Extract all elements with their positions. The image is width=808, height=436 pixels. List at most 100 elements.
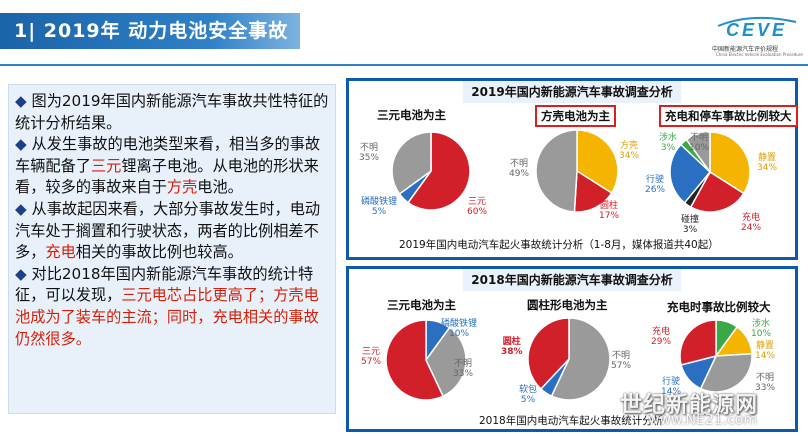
pie-slice <box>689 170 745 213</box>
pie-value: 17% <box>599 211 620 221</box>
chart-title-2: 方壳电池为主 <box>535 105 616 127</box>
pie-value: 14% <box>755 351 776 361</box>
logo-subtitle-en: China Electric Vehicle Evaluation Proced… <box>716 52 803 57</box>
pie-label: 圆柱 38% <box>501 337 523 357</box>
pie-slice <box>573 169 613 213</box>
pie-value: 3% <box>682 225 698 235</box>
summary-panel: ◆ 图为2019年国内新能源汽车事故共性特征的统计分析结果。 ◆ 从发生事故的电池… <box>8 84 336 414</box>
highlight-text: 充电 <box>45 243 76 262</box>
bullet-text: 电池。 <box>197 178 243 197</box>
bullet-marker-icon: ◆ <box>15 135 32 154</box>
pie-slice <box>669 143 712 204</box>
pie-value: 34% <box>619 151 640 161</box>
pie-label: 不明 33% <box>755 373 776 393</box>
ceve-logo: CEVE 中国新能源汽车评价规程 China Electric Vehicle … <box>712 14 803 60</box>
pie-value: 33% <box>453 369 474 379</box>
pie-label: 行驶 26% <box>645 175 666 195</box>
pie-value: 5% <box>371 207 387 217</box>
bullet-item: ◆ 图为2019年国内新能源汽车事故共性特征的统计分析结果。 <box>15 91 333 134</box>
chart-title-5: 圆柱形电池为主 <box>527 298 608 312</box>
pie-label: 涉水 10% <box>751 319 772 339</box>
bullet-list: ◆ 图为2019年国内新能源汽车事故共性特征的统计分析结果。 ◆ 从发生事故的电池… <box>15 91 333 350</box>
pie-slice <box>550 317 611 401</box>
pie-label: 不明 57% <box>611 351 632 371</box>
watermark-text: 世纪新能源网 <box>620 393 759 418</box>
chart-title-4: 三元电池为主 <box>387 298 456 312</box>
highlight-text: 三元 <box>90 156 122 175</box>
highlight-text: 方壳 <box>166 178 198 197</box>
pie-label: 不明 35% <box>359 143 380 163</box>
pie-label: 磷酸铁锂 10% <box>441 319 478 339</box>
pie-value: 3% <box>660 143 676 153</box>
panel-2019-caption: 2019年国内电动汽车起火事故统计分析（1-8月，媒体报道共40起） <box>399 239 719 251</box>
pie-slice <box>425 326 467 398</box>
pie-value: 35% <box>359 153 380 163</box>
bullet-text: 锂离子电池。从电池的形状来看，较多的事故来自于 <box>15 156 319 197</box>
bullet-marker-icon: ◆ <box>15 199 32 218</box>
pie-value: 34% <box>757 163 778 173</box>
pie-slice <box>685 131 711 175</box>
pie-label: 不明 49% <box>509 159 530 179</box>
panel-2018-caption: 2018年国内电动汽车起火事故统计分析 <box>479 415 664 427</box>
pie-label: 充电 24% <box>741 213 762 233</box>
chart-title-1: 三元电池为主 <box>377 108 446 122</box>
pie-value: 24% <box>741 223 762 233</box>
pie-slice <box>535 129 578 213</box>
pie-slice <box>527 317 570 390</box>
pie-value: 33% <box>755 383 776 393</box>
pie-label: 磷酸铁锂 5% <box>361 197 398 217</box>
pie-label: 三元 60% <box>467 197 488 217</box>
pie-value: 29% <box>651 337 672 347</box>
panel-2019-title: 2019年国内新能源汽车事故调查分析 <box>463 81 681 103</box>
highlight-text: 三元电芯占比更高了；方壳电池成为了装车的主流；同时，充电相关的事故仍然很多。 <box>15 286 319 348</box>
pie-slice <box>699 352 753 393</box>
pie-label: 静置 34% <box>757 153 778 173</box>
pie-value: 10% <box>689 143 710 153</box>
pie-label: 充电 29% <box>651 327 672 347</box>
pie-chart-2019-cause <box>669 131 751 213</box>
pie-value: 5% <box>520 395 536 405</box>
pie-slice <box>391 131 432 195</box>
panel-2018-title: 2018年国内新能源汽车事故调查分析 <box>463 269 681 291</box>
pie-label: 软包 5% <box>519 385 538 405</box>
bullet-marker-icon: ◆ <box>15 264 32 283</box>
pie-slice <box>407 131 471 211</box>
watermark-url: www.NE21.com <box>648 412 757 428</box>
chart-title-6: 充电时事故比例较大 <box>667 300 771 314</box>
pie-value: 10% <box>449 329 470 339</box>
pie-chart-2019-shape <box>535 129 619 213</box>
pie-slice <box>385 319 445 401</box>
slide-header: 1| 2019年 动力电池安全事故 CEVE 中国新能源汽车评价规程 China… <box>0 0 808 62</box>
bullet-item: ◆ 从事故起因来看，大部分事故发生时，电动汽车处于搁置和行驶状态，两者的比例相差… <box>15 199 333 264</box>
pie-value: 38% <box>501 347 523 357</box>
slide-title: 1| 2019年 动力电池安全事故 <box>14 20 289 42</box>
bullet-text: 从事故起因来看，大部分事故发生时，电动汽车处于搁置和行驶状态，两者的比例相差不多… <box>15 199 321 262</box>
pie-label: 碰撞 3% <box>681 215 700 235</box>
pie-chart-2018-shape <box>527 317 611 401</box>
pie-value: 57% <box>611 361 632 371</box>
pie-label: 三元 57% <box>361 347 382 367</box>
pie-chart-2019-chemistry <box>391 131 471 211</box>
logo-text: CEVE <box>726 20 788 40</box>
pie-value: 10% <box>751 329 772 339</box>
pie-label: 不明 33% <box>453 359 474 379</box>
logo-swoosh-icon <box>717 16 797 27</box>
pie-value: 26% <box>645 185 666 195</box>
pie-label: 圆柱 17% <box>599 201 620 221</box>
panel-2019: 2019年国内新能源汽车事故调查分析 三元电池为主 方壳电池为主 充电和停车事故… <box>346 78 798 260</box>
pie-value: 14% <box>661 387 682 397</box>
bullet-text: 相关的事故比例也较高。 <box>75 243 243 262</box>
pie-label: 不明 10% <box>689 133 710 153</box>
bullet-text: 对比2018年国内新能源汽车事故的统计特征，可以发现， <box>15 264 314 305</box>
panel-2018: 2018年国内新能源汽车事故调查分析 三元电池为主 圆柱形电池为主 充电时事故比… <box>346 266 798 432</box>
pie-chart-2018-cause <box>679 319 753 393</box>
pie-chart-2018-chemistry <box>385 319 467 401</box>
pie-label: 方壳 34% <box>619 141 640 161</box>
chart-title-3: 充电和停车事故比例较大 <box>659 105 798 127</box>
pie-label: 静置 14% <box>755 341 776 361</box>
title-banner <box>0 13 300 49</box>
pie-value: 49% <box>509 169 530 179</box>
bullet-text: 图为2019年国内新能源汽车事故共性特征的统计分析结果。 <box>15 92 329 132</box>
bullet-item: ◆ 对比2018年国内新能源汽车事故的统计特征，可以发现，三元电芯占比更高了；方… <box>15 264 333 350</box>
bullet-item: ◆ 从发生事故的电池类型来看，相当多的事故车辆配备了三元锂离子电池。从电池的形状… <box>15 134 333 199</box>
